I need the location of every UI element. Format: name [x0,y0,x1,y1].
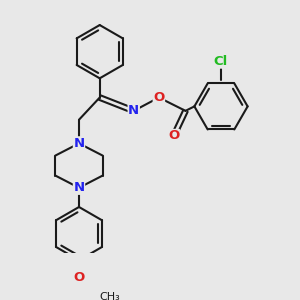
Text: O: O [168,130,179,142]
Text: O: O [74,272,85,284]
Text: O: O [153,91,164,104]
Text: Cl: Cl [214,55,228,68]
Text: N: N [74,137,85,150]
Text: CH₃: CH₃ [100,292,121,300]
Text: N: N [74,181,85,194]
Text: N: N [128,104,139,117]
